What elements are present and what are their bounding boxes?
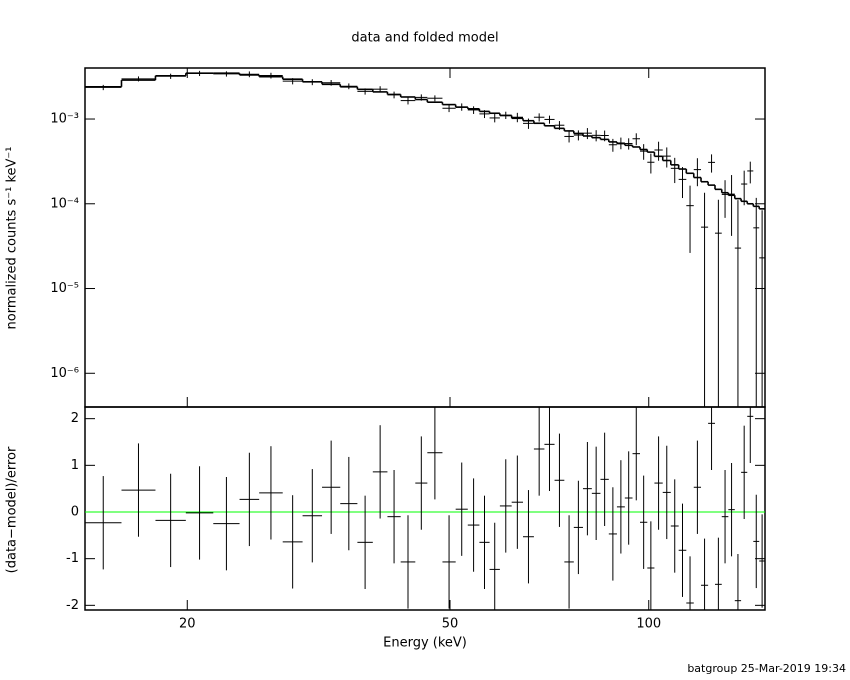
y-tick-label: 1 xyxy=(71,458,79,473)
footer: batgroup 25-Mar-2019 19:34 xyxy=(687,662,846,675)
x-axis-label: Energy (keV) xyxy=(383,636,467,651)
y-tick-label: 10⁻³ xyxy=(50,112,79,127)
y-tick-label: -1 xyxy=(66,551,79,566)
y-tick-label: 0 xyxy=(71,505,79,520)
y-axis-label: normalized counts s⁻¹ keV⁻¹ xyxy=(5,147,20,330)
chart-title: data and folded model xyxy=(351,31,498,46)
y-tick-label: 10⁻⁴ xyxy=(50,196,79,211)
top-frame xyxy=(84,67,766,408)
y-tick-label: 2 xyxy=(71,411,79,426)
y-tick-label: 10⁻⁵ xyxy=(50,281,79,296)
x-tick-label: 50 xyxy=(442,617,459,632)
y-tick-label: -2 xyxy=(66,598,79,613)
y-axis-label: (data−model)/error xyxy=(5,446,20,573)
x-tick-label: 100 xyxy=(636,617,661,632)
y-tick-label: 10⁻⁶ xyxy=(50,366,79,381)
bottom-frame xyxy=(84,406,766,611)
x-tick-label: 20 xyxy=(179,617,196,632)
